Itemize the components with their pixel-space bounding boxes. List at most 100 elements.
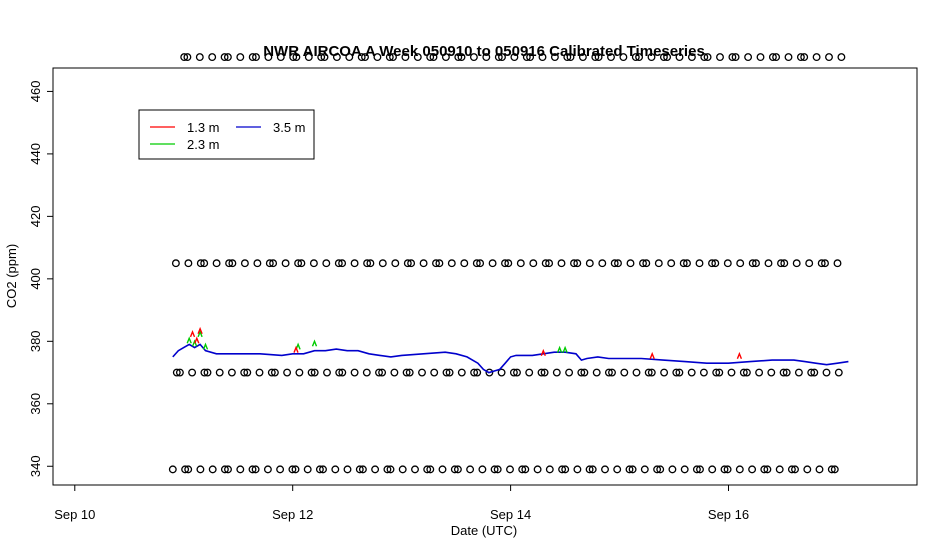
- calibration-point: [830, 465, 839, 474]
- calibration-point: [240, 368, 249, 377]
- calibration-point: [805, 259, 814, 268]
- calibration-point: [371, 465, 380, 474]
- calibration-point: [196, 259, 205, 268]
- calibration-point: [675, 53, 684, 62]
- calibration-point: [594, 53, 603, 62]
- calibration-point: [647, 368, 656, 377]
- calibration-point: [659, 53, 668, 62]
- calibration-point: [625, 465, 634, 474]
- calibration-point: [654, 259, 663, 268]
- calibration-point: [432, 259, 440, 268]
- calibration-point: [390, 368, 399, 377]
- calibration-point: [322, 259, 331, 268]
- calibration-point: [212, 259, 221, 268]
- calibration-point: [419, 259, 428, 268]
- calibration-point: [490, 465, 499, 474]
- calibration-point: [803, 465, 812, 474]
- calibration-point: [493, 465, 502, 474]
- calibration-point: [426, 53, 435, 62]
- calibration-point: [619, 53, 628, 62]
- calibration-point: [695, 259, 704, 268]
- y-tick-label: 360: [28, 393, 43, 415]
- calibration-point: [248, 465, 257, 474]
- calibration-point: [700, 53, 709, 62]
- calibration-point: [447, 259, 456, 268]
- calibration-point: [323, 368, 331, 377]
- calibration-point: [476, 259, 485, 268]
- calibration-point: [383, 465, 392, 474]
- calibration-point: [450, 465, 459, 474]
- calibration-point: [728, 53, 737, 62]
- calibration-point: [777, 259, 785, 268]
- calibration-point: [614, 259, 622, 268]
- calibration-point: [598, 259, 607, 268]
- x-tick-label: Sep 16: [708, 507, 749, 522]
- calibration-point: [807, 368, 816, 377]
- calibration-point: [640, 465, 649, 474]
- calibration-point: [752, 259, 760, 268]
- calibration-point: [362, 368, 371, 377]
- calibration-point: [565, 368, 574, 377]
- calibration-point: [494, 53, 503, 62]
- calibration-point: [196, 465, 205, 474]
- calibration-point: [540, 368, 549, 377]
- series-spike-2-3-m: [202, 342, 209, 350]
- calibration-point: [175, 368, 184, 377]
- calibration-point: [642, 259, 651, 268]
- calibration-point: [796, 53, 805, 62]
- calibration-point: [454, 53, 463, 62]
- calibration-point: [558, 465, 567, 474]
- calibration-points: [168, 53, 846, 474]
- calibration-point: [779, 368, 788, 377]
- calibration-point: [460, 259, 469, 268]
- series-spike-1-3-m: [194, 336, 200, 344]
- calibration-point: [760, 465, 769, 474]
- legend-label: 3.5 m: [273, 120, 306, 135]
- calibration-point: [441, 53, 450, 62]
- x-axis: Sep 10 Sep 12 Sep 14 Sep 16: [54, 485, 749, 522]
- calibration-point: [592, 368, 601, 377]
- calibration-point: [265, 259, 274, 268]
- calibration-point: [518, 465, 527, 474]
- calibration-point: [608, 368, 616, 377]
- calibration-point: [240, 259, 249, 268]
- legend-box: [138, 109, 315, 160]
- calibration-point: [837, 53, 846, 62]
- y-axis: 340 360 380 400 420 440 460: [28, 81, 53, 477]
- calibration-point: [304, 53, 313, 62]
- calibration-point: [825, 53, 833, 62]
- calibration-point: [573, 465, 582, 474]
- calibration-point: [545, 259, 554, 268]
- calibration-point: [533, 465, 542, 474]
- calibration-point: [591, 53, 600, 62]
- series-spike-2-3-m: [556, 345, 563, 353]
- x-tick-label: Sep 10: [54, 507, 95, 522]
- calibration-point: [538, 53, 547, 62]
- calibration-point: [438, 465, 447, 474]
- calibration-point: [338, 368, 347, 377]
- calibration-point: [680, 465, 689, 474]
- calibration-point: [288, 465, 297, 474]
- calibration-point: [812, 53, 821, 62]
- calibration-point: [188, 368, 197, 377]
- y-tick-label: 460: [28, 81, 43, 103]
- calibration-point: [720, 465, 729, 474]
- calibration-point: [647, 53, 656, 62]
- calibration-point: [763, 465, 772, 474]
- calibration-point: [792, 259, 801, 268]
- calibration-point: [358, 465, 367, 474]
- calibration-point: [228, 259, 237, 268]
- calibration-point: [563, 53, 572, 62]
- calibration-point: [220, 53, 229, 62]
- calibration-point: [317, 53, 326, 62]
- series-spike-1-3-m: [540, 348, 546, 356]
- calibration-point: [504, 259, 513, 268]
- calibration-point: [557, 259, 566, 268]
- calibration-point: [767, 368, 776, 377]
- calibration-point: [632, 368, 641, 377]
- calibration-point: [472, 259, 481, 268]
- calibration-point: [613, 465, 622, 474]
- calibration-point: [195, 53, 204, 62]
- calibration-point: [413, 53, 422, 62]
- series-spike-1-3-m: [197, 326, 203, 335]
